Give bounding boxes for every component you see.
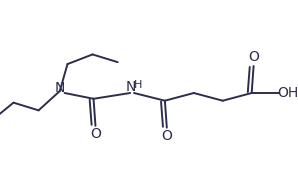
Text: N: N [126, 80, 136, 94]
Text: O: O [162, 129, 172, 143]
Text: OH: OH [278, 86, 298, 100]
Text: H: H [134, 80, 142, 90]
Text: O: O [248, 50, 259, 64]
Text: O: O [90, 127, 101, 142]
Text: N: N [55, 81, 65, 95]
